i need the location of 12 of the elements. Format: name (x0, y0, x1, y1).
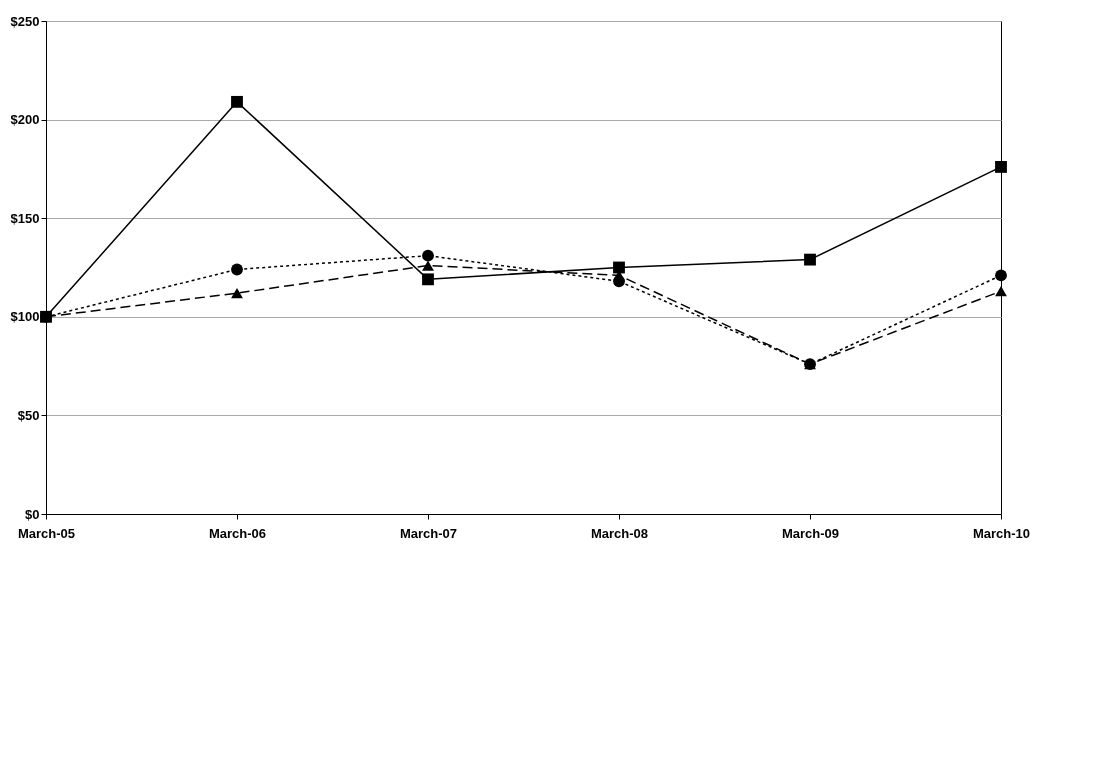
y-tick-label: $250 (10, 13, 40, 29)
y-tick-label: $150 (10, 210, 40, 226)
y-tick-label: $0 (25, 506, 40, 522)
y-tick-label: $200 (10, 112, 40, 128)
y-tick-label: $100 (10, 309, 40, 325)
x-tick-label: March-07 (399, 525, 458, 541)
x-tick-label: March-08 (590, 525, 649, 541)
x-tick-label: March-06 (208, 525, 267, 541)
x-tick-label: March-05 (17, 525, 76, 541)
y-tick-label: $50 (17, 407, 40, 423)
x-tick-label: March-09 (781, 525, 840, 541)
x-tick-label: March-10 (972, 525, 1031, 541)
